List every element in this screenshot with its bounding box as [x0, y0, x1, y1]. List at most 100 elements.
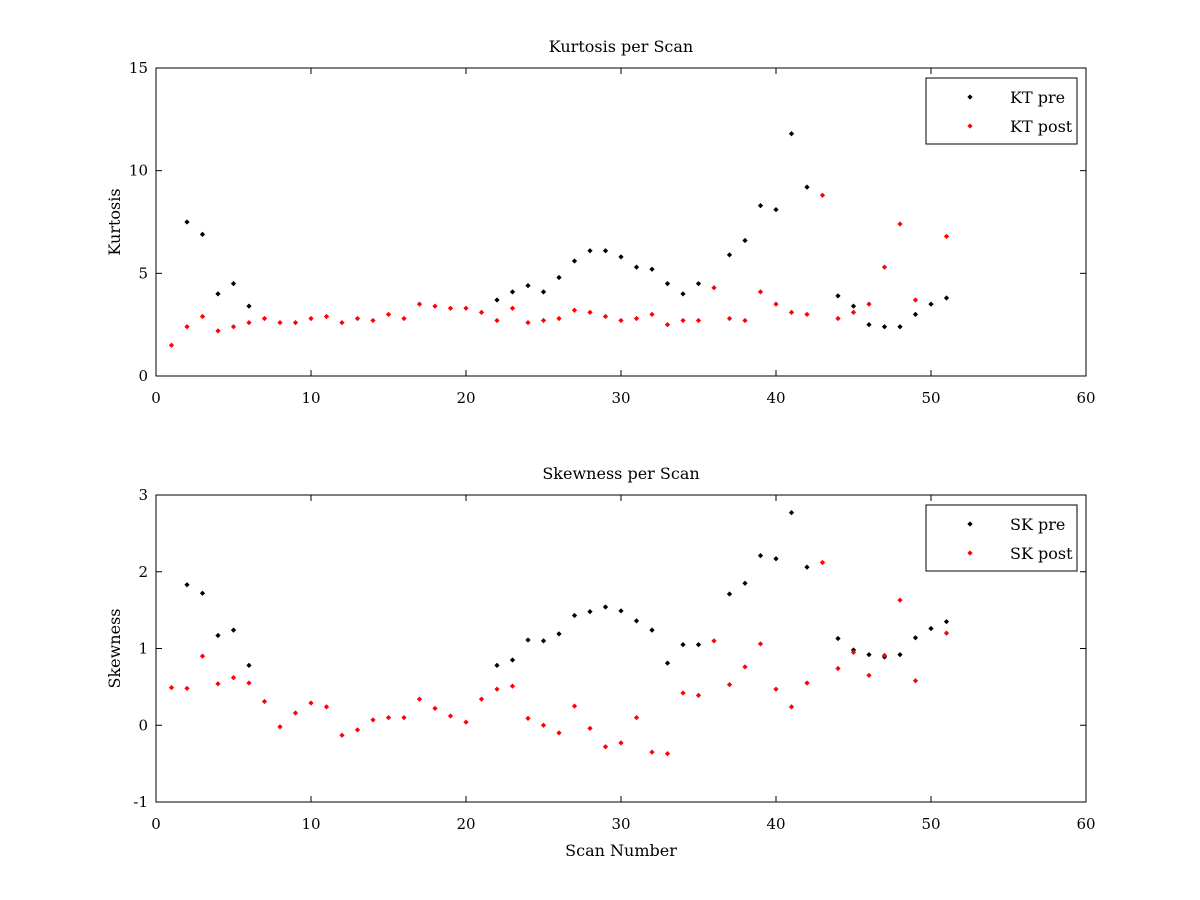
- data-point: [680, 642, 686, 648]
- data-point: [525, 637, 531, 643]
- data-point: [354, 315, 361, 322]
- data-point: [478, 309, 485, 315]
- data-point: [649, 266, 655, 272]
- data-point: [292, 319, 299, 326]
- series-2-points: [168, 192, 950, 348]
- legend-box: [925, 504, 1078, 572]
- x-tick-label: 30: [611, 389, 630, 407]
- y-tick-label: 5: [138, 264, 148, 282]
- data-point: [943, 630, 950, 636]
- data-point: [912, 678, 919, 684]
- data-point: [447, 305, 454, 311]
- data-point: [587, 248, 593, 254]
- x-tick-label: 50: [921, 389, 940, 407]
- data-point: [726, 591, 733, 597]
- y-tick-label: 0: [138, 716, 148, 734]
- data-point: [308, 700, 314, 706]
- data-point: [184, 324, 190, 330]
- data-point: [757, 553, 764, 559]
- data-point: [897, 597, 903, 603]
- series-2-points: [168, 559, 950, 757]
- data-point: [602, 248, 609, 254]
- data-point: [773, 556, 779, 562]
- chart-title: Kurtosis per Scan: [549, 37, 693, 56]
- data-point: [757, 641, 764, 647]
- legend-label: KT post: [1010, 117, 1073, 136]
- data-point: [587, 609, 593, 615]
- data-point: [866, 301, 872, 307]
- data-point: [695, 692, 702, 698]
- data-point: [897, 324, 903, 330]
- data-point: [246, 303, 252, 309]
- data-point: [664, 751, 671, 757]
- data-point: [292, 710, 299, 716]
- data-point: [742, 580, 748, 586]
- data-point: [618, 254, 624, 260]
- data-point: [695, 280, 702, 287]
- data-point: [571, 307, 578, 313]
- data-point: [726, 315, 733, 322]
- x-tick-label: 20: [456, 389, 475, 407]
- data-point: [540, 722, 547, 728]
- data-point: [711, 638, 717, 644]
- legend-label: SK pre: [1010, 515, 1065, 534]
- data-point: [943, 619, 950, 625]
- data-point: [587, 309, 593, 315]
- data-point: [509, 683, 516, 689]
- data-point: [819, 559, 826, 566]
- data-point: [835, 635, 841, 642]
- data-point: [835, 665, 841, 672]
- data-point: [215, 291, 221, 297]
- data-point: [835, 293, 841, 299]
- data-point: [339, 319, 345, 326]
- data-point: [664, 322, 671, 328]
- x-tick-label: 10: [301, 389, 320, 407]
- data-point: [726, 681, 733, 688]
- data-point: [478, 696, 485, 702]
- data-point: [199, 231, 206, 237]
- data-point: [633, 264, 640, 270]
- data-point: [308, 315, 314, 322]
- data-point: [494, 297, 500, 303]
- data-point: [277, 724, 283, 730]
- x-axis-label: Scan Number: [565, 841, 677, 860]
- data-point: [897, 221, 903, 227]
- data-point: [230, 324, 237, 330]
- data-point: [509, 305, 516, 311]
- data-point: [804, 564, 810, 570]
- data-point: [757, 289, 764, 295]
- x-tick-label: 40: [766, 389, 785, 407]
- y-tick-label: 1: [138, 640, 148, 658]
- data-point: [556, 315, 562, 322]
- data-point: [525, 319, 531, 326]
- data-point: [664, 660, 671, 666]
- data-point: [881, 324, 888, 330]
- data-point: [199, 653, 206, 659]
- data-point: [912, 635, 919, 641]
- legend-marker: [967, 521, 973, 527]
- data-point: [850, 649, 857, 655]
- data-point: [680, 291, 686, 297]
- data-point: [602, 313, 609, 320]
- data-point: [184, 219, 190, 225]
- data-point: [432, 303, 438, 309]
- data-point: [447, 713, 454, 719]
- data-point: [835, 315, 841, 322]
- data-point: [928, 625, 934, 632]
- data-point: [230, 280, 237, 287]
- data-point: [804, 311, 810, 318]
- data-point: [199, 590, 206, 596]
- data-point: [618, 608, 624, 614]
- data-point: [649, 749, 655, 755]
- data-point: [540, 289, 547, 295]
- data-point: [494, 317, 500, 324]
- data-point: [618, 740, 624, 746]
- data-point: [525, 715, 531, 721]
- x-tick-label: 0: [151, 815, 161, 833]
- data-point: [556, 274, 562, 281]
- chart-panel-1: 0 10 20 30 40 50 60 0 5 10 15 Kurtosis per Scan Kurt…: [105, 37, 1096, 407]
- data-point: [323, 704, 330, 710]
- legend-marker: [967, 550, 973, 556]
